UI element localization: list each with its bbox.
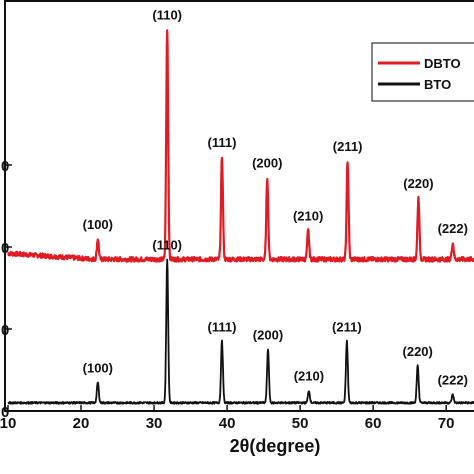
peak-label: (210) xyxy=(294,369,324,384)
peak-label: (200) xyxy=(253,328,283,343)
y-tick-label: 0 xyxy=(1,158,9,175)
peak-label: (210) xyxy=(293,209,323,224)
peak-label: (211) xyxy=(333,139,363,154)
x-tick-label: 50 xyxy=(292,415,309,432)
plot-frame xyxy=(4,0,474,412)
legend-box xyxy=(371,42,474,102)
x-tick-label: 60 xyxy=(365,415,382,432)
series-line-bto xyxy=(7,258,474,405)
peak-label: (211) xyxy=(332,319,362,334)
peak-label: (222) xyxy=(438,373,468,388)
legend-label-dbto: DBTO xyxy=(424,56,461,71)
peak-label: (110) xyxy=(152,237,182,252)
x-tick-label: 30 xyxy=(146,415,163,432)
peak-label: (220) xyxy=(403,344,433,359)
x-tick-label: 10 xyxy=(0,415,16,432)
y-tick-label: 0 xyxy=(1,240,9,257)
legend: DBTO BTO xyxy=(371,42,474,102)
x-axis-label: 2θ(degree) xyxy=(230,436,321,456)
peak-label: (100) xyxy=(83,360,113,375)
y-tick-label: 0 xyxy=(1,404,9,421)
x-tick-label: 40 xyxy=(219,415,236,432)
series-layer xyxy=(7,29,474,405)
x-tick-label: 70 xyxy=(438,415,455,432)
peak-label: (111) xyxy=(208,319,237,334)
x-tick-label: 20 xyxy=(73,415,90,432)
legend-label-bto: BTO xyxy=(424,77,451,92)
peak-label: (100) xyxy=(83,217,113,232)
peak-label: (110) xyxy=(152,8,182,23)
peak-label: (220) xyxy=(403,176,433,191)
peak-label-layer: (100) (110) (111) (200) (210) (211) (220) (222)… xyxy=(83,8,468,388)
peak-label: (111) xyxy=(208,135,237,150)
peak-label: (222) xyxy=(438,221,468,236)
series-line-dbto xyxy=(7,29,474,263)
tick-layer: 10 20 30 40 50 60 70 0 0 0 0 xyxy=(0,158,455,432)
y-tick-label: 0 xyxy=(1,322,9,339)
peak-label: (200) xyxy=(252,155,282,170)
